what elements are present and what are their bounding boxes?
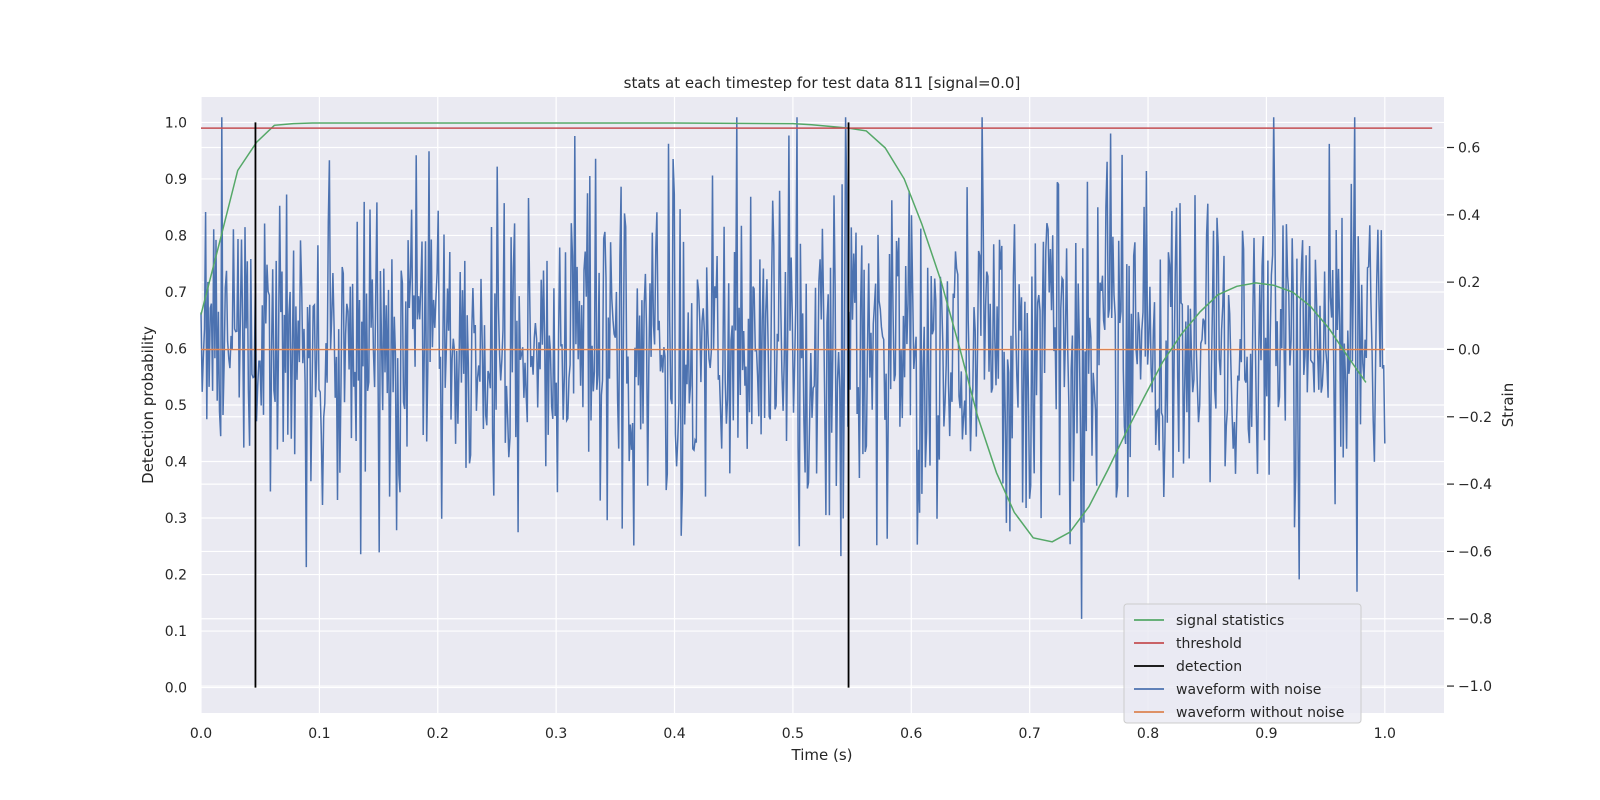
legend-label: threshold [1176, 636, 1242, 652]
x-tick-label: 0.2 [427, 726, 449, 742]
x-tick-label: 0.7 [1019, 726, 1041, 742]
y-left-tick-label: 0.1 [165, 624, 187, 640]
x-ticks: 0.0 0.1 0.2 0.3 0.4 0.5 0.6 0.7 0.8 0.9 1.0 [190, 726, 1396, 742]
chart-title: stats at each timestep for test data 811… [624, 74, 1021, 92]
x-tick-label: 0.9 [1255, 726, 1277, 742]
legend-label: waveform without noise [1176, 705, 1344, 721]
legend-label: detection [1176, 659, 1242, 675]
y-right-axis-label: Strain [1499, 383, 1517, 427]
y-left-tick-label: 0.8 [165, 228, 187, 244]
y-left-tick-label: 0.4 [165, 455, 187, 471]
y-left-tick-label: 0.3 [165, 511, 187, 527]
x-tick-label: 0.3 [545, 726, 567, 742]
y-left-tick-label: 0.2 [165, 568, 187, 584]
y-right-ticks: 0.6 0.4 0.2 0.0 −0.2 −0.4 −0.6 −0.8 −1.0 [1447, 140, 1492, 695]
x-tick-label: 0.1 [308, 726, 330, 742]
x-tick-label: 0.4 [663, 726, 685, 742]
x-axis-label: Time (s) [791, 746, 853, 764]
y-left-tick-label: 0.7 [165, 285, 187, 301]
legend: signal statistics threshold detection wavef… [1123, 603, 1362, 724]
legend-label: signal statistics [1176, 613, 1284, 629]
legend-box [1123, 603, 1362, 724]
y-right-tick-label: −0.6 [1458, 544, 1492, 560]
y-right-tick-label: −1.0 [1458, 679, 1492, 695]
x-tick-label: 0.0 [190, 726, 212, 742]
y-right-tick-label: 0.6 [1458, 140, 1480, 156]
series-line-waveform-with-noise [200, 117, 1386, 619]
y-left-tick-label: 0.0 [165, 681, 187, 697]
y-left-tick-label: 0.6 [165, 341, 187, 357]
y-left-tick-label: 1.0 [165, 115, 187, 131]
y-left-ticks: 0.0 0.1 0.2 0.3 0.4 0.5 0.6 0.7 0.8 0.9 1.0 [165, 115, 187, 696]
y-right-tick-label: 0.0 [1458, 342, 1480, 358]
y-right-tick-label: 0.4 [1458, 208, 1480, 224]
series-line-signal-statistics [200, 122, 1367, 543]
y-left-axis-label: Detection probability [139, 326, 157, 484]
y-left-tick-label: 0.9 [165, 172, 187, 188]
y-right-tick-label: −0.8 [1458, 612, 1492, 628]
x-tick-label: 0.5 [782, 726, 804, 742]
series-layer [200, 117, 1433, 688]
x-tick-label: 0.6 [900, 726, 922, 742]
x-tick-label: 1.0 [1374, 726, 1396, 742]
y-right-tick-label: 0.2 [1458, 275, 1480, 291]
x-tick-label: 0.8 [1137, 726, 1159, 742]
y-right-tick-label: −0.2 [1458, 410, 1492, 426]
y-right-tick-label: −0.4 [1458, 477, 1492, 493]
legend-label: waveform with noise [1176, 682, 1321, 698]
y-left-tick-label: 0.5 [165, 398, 187, 414]
